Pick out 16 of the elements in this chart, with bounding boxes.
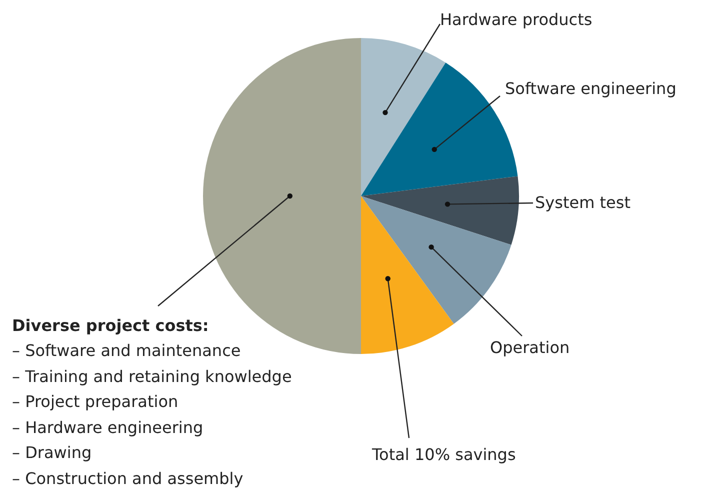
text: – Software and maintenance	[12, 340, 242, 362]
text: Diverse project costs:	[12, 315, 210, 337]
pie-slice	[361, 38, 446, 196]
slice-label: Operation	[490, 338, 570, 357]
slice-label: System test	[535, 193, 630, 212]
slice-label: Total 10% savings	[371, 445, 516, 464]
text: – Construction and assembly	[12, 468, 244, 490]
text: – Training and retaining knowledge	[12, 366, 292, 388]
pie-slice	[361, 196, 512, 324]
text: – Project preparation	[12, 391, 180, 413]
slice-label: Software engineering	[505, 79, 676, 98]
pie-slice	[361, 176, 519, 245]
text: – Hardware engineering	[12, 416, 204, 438]
pie-slice	[361, 196, 454, 354]
text: – Drawing	[12, 442, 93, 464]
slice-label: Hardware products	[440, 10, 592, 29]
